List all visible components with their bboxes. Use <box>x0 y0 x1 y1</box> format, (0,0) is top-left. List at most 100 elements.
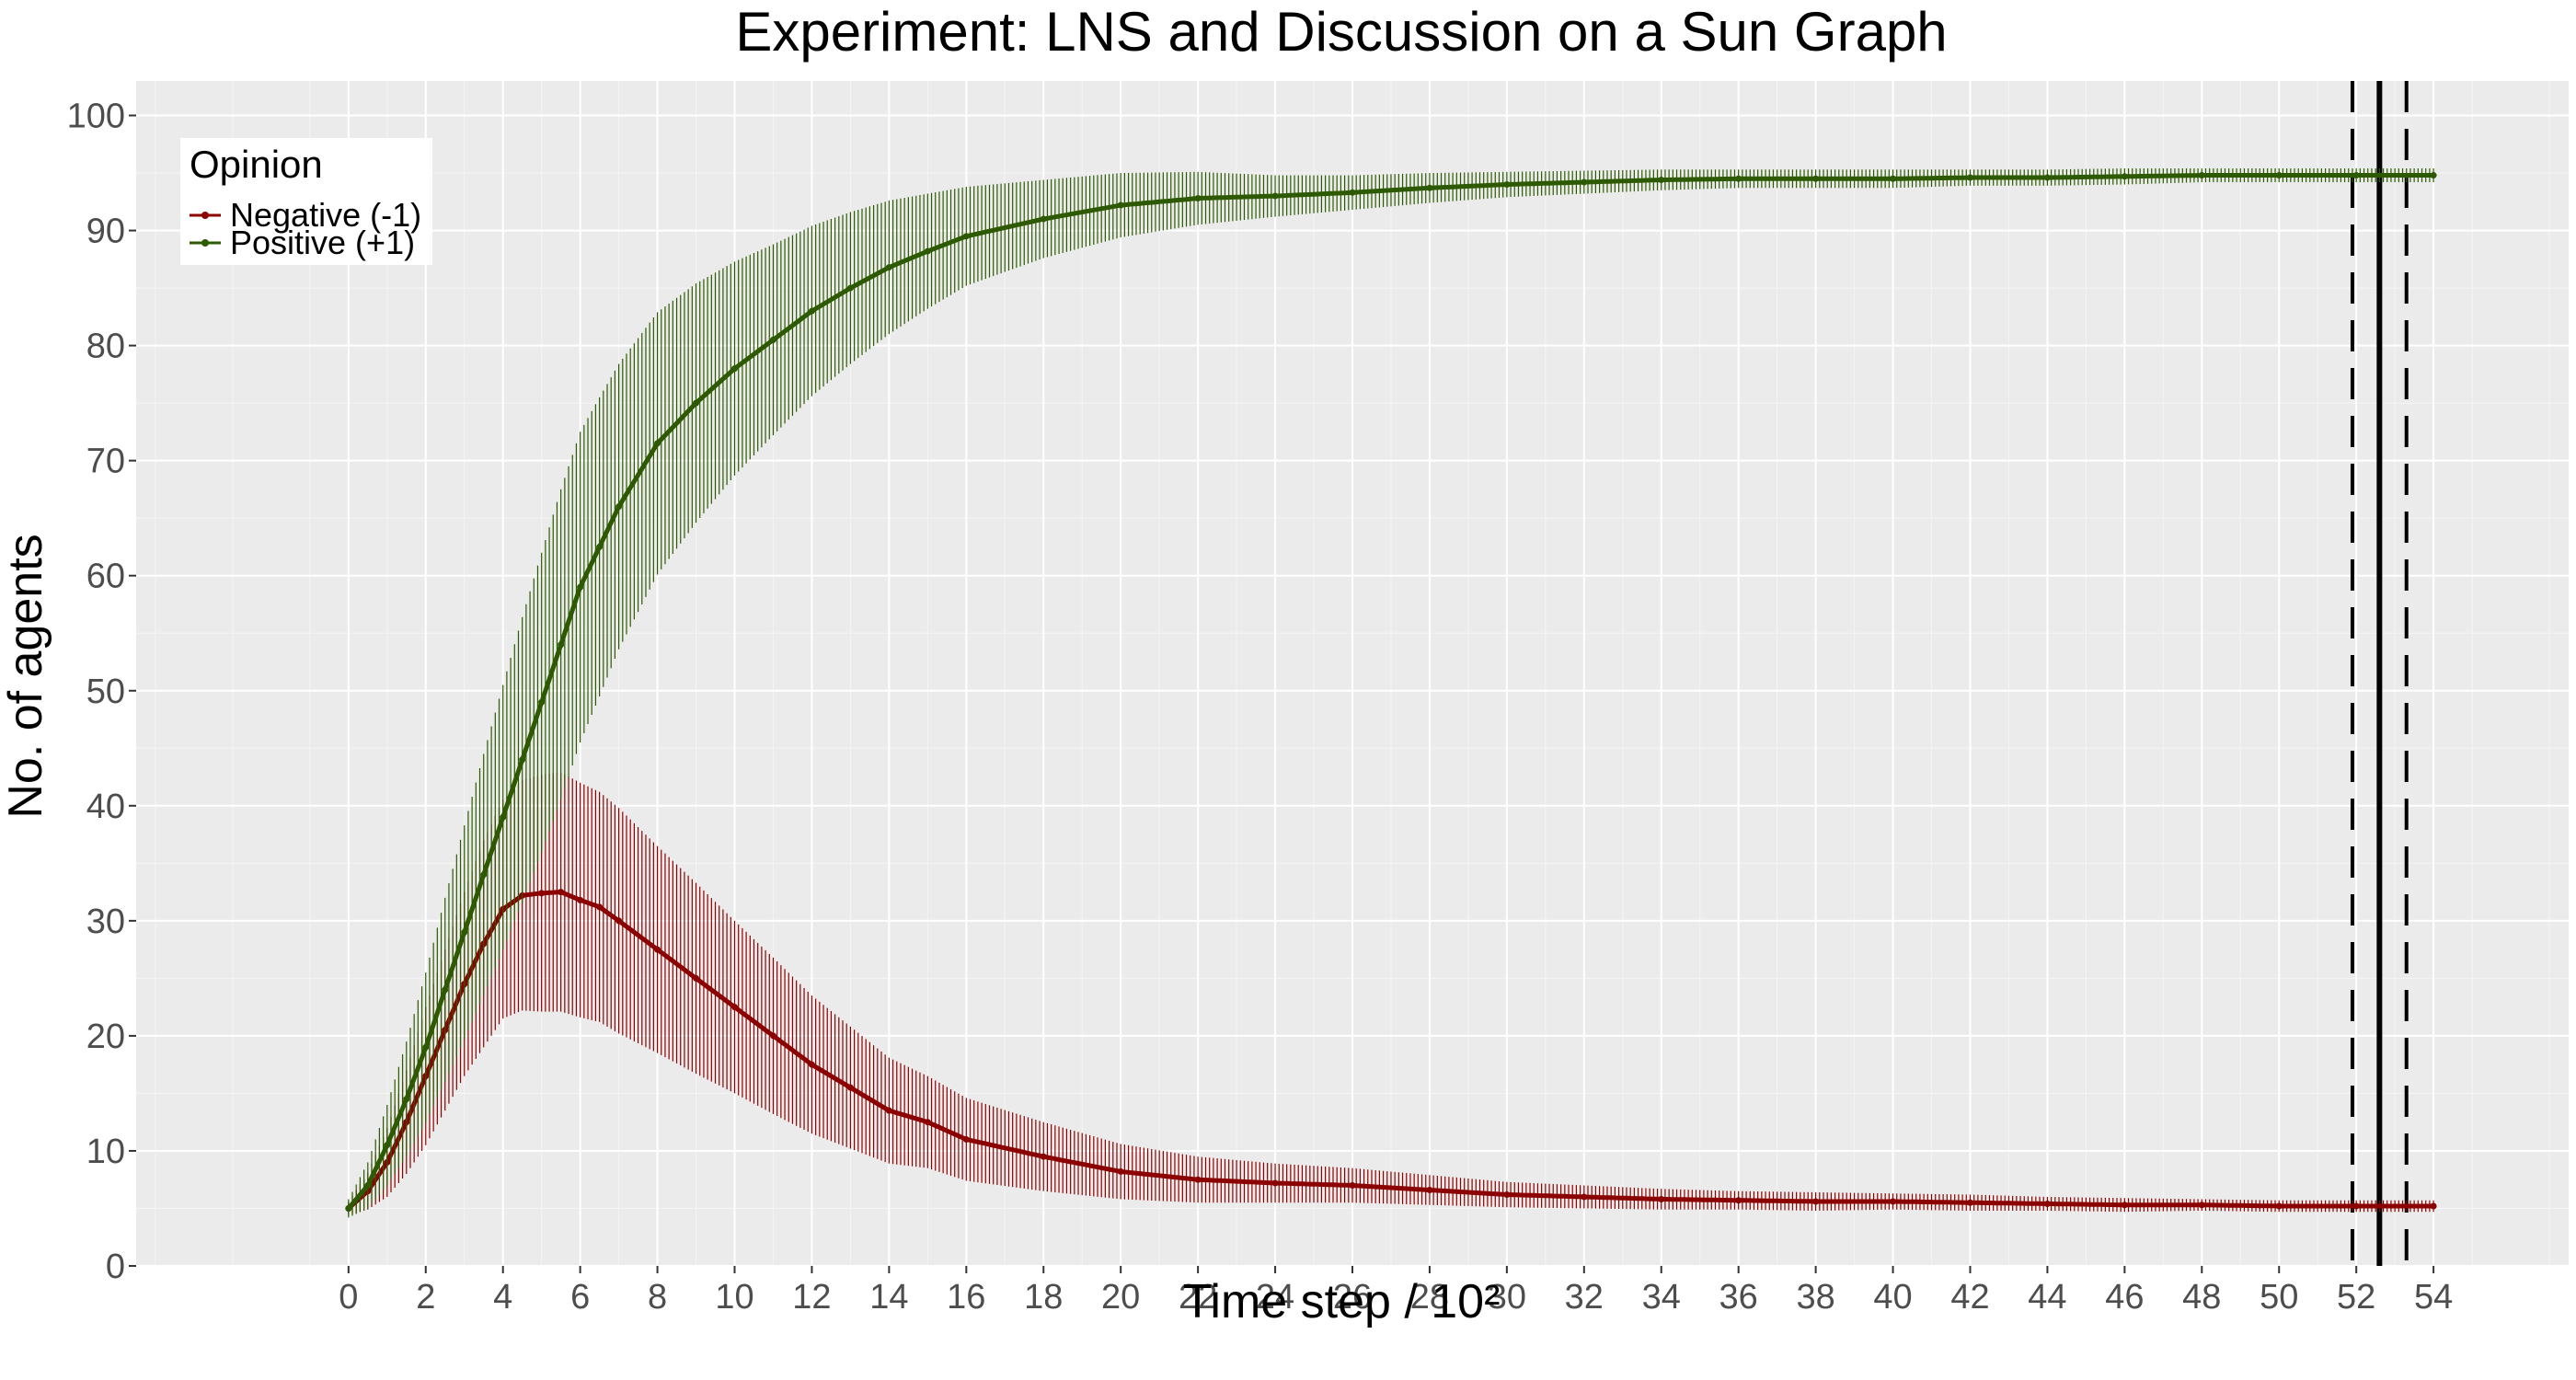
point-negative <box>1194 1176 1202 1183</box>
point-positive <box>461 928 468 936</box>
point-negative <box>1426 1186 1433 1193</box>
point-positive <box>345 1204 352 1212</box>
point-negative <box>731 1004 739 1011</box>
point-negative <box>962 1135 970 1143</box>
y-tick-label: 80 <box>86 328 125 366</box>
point-negative <box>1966 1199 1973 1206</box>
point-positive <box>962 233 970 240</box>
x-tick-label: 28 <box>1410 1278 1449 1317</box>
point-negative <box>615 917 623 925</box>
point-positive <box>2198 172 2205 179</box>
point-negative <box>596 903 604 911</box>
legend: Opinion Negative (-1) Positive (+1) <box>180 138 432 265</box>
point-positive <box>519 756 526 764</box>
y-tick-label: 90 <box>86 213 125 251</box>
x-tick-label: 22 <box>1179 1278 1217 1317</box>
y-tick-label: 100 <box>67 98 125 136</box>
point-positive <box>1581 178 1588 186</box>
point-positive <box>1040 215 1047 223</box>
x-tick-label: 10 <box>715 1278 753 1317</box>
y-tick-label: 20 <box>86 1018 125 1056</box>
point-negative <box>1812 1198 1820 1205</box>
x-tick-label: 42 <box>1950 1278 1989 1317</box>
point-positive <box>1194 195 1202 202</box>
y-tick-label: 60 <box>86 558 125 596</box>
point-positive <box>538 698 546 706</box>
x-tick-label: 54 <box>2414 1278 2453 1317</box>
point-positive <box>1966 174 1973 181</box>
point-positive <box>2043 174 2051 181</box>
x-tick-label: 40 <box>1873 1278 1912 1317</box>
y-tick-label: 40 <box>86 788 125 826</box>
reference-lines <box>2350 81 2409 1266</box>
x-tick-label: 26 <box>1333 1278 1372 1317</box>
x-tick-label: 38 <box>1796 1278 1834 1317</box>
y-axis: 0 10 20 30 40 50 60 70 80 90 100 <box>67 98 136 1286</box>
point-positive <box>1812 175 1820 182</box>
x-axis-title: Time step / 10² <box>1183 1275 1501 1328</box>
point-positive <box>422 1043 430 1051</box>
legend-box <box>180 138 432 265</box>
point-negative <box>924 1119 931 1126</box>
point-negative <box>1271 1179 1279 1187</box>
x-tick-label: 18 <box>1024 1278 1063 1317</box>
point-positive <box>558 641 565 649</box>
legend-label-positive: Positive (+1) <box>230 224 415 261</box>
x-tick-label: 36 <box>1719 1278 1758 1317</box>
point-negative <box>2352 1202 2360 1210</box>
point-negative <box>538 890 546 897</box>
point-positive <box>615 503 623 511</box>
x-tick-label: 2 <box>416 1278 435 1317</box>
point-negative <box>1349 1181 1356 1189</box>
chart-title: Experiment: LNS and Discussion on a Sun … <box>735 1 1947 63</box>
x-tick-label: 14 <box>869 1278 908 1317</box>
series-layer <box>345 168 2437 1218</box>
x-tick-label: 16 <box>947 1278 985 1317</box>
x-tick-label: 46 <box>2105 1278 2144 1317</box>
x-tick-label: 8 <box>648 1278 667 1317</box>
point-positive <box>364 1181 372 1189</box>
x-tick-label: 4 <box>493 1278 512 1317</box>
point-positive <box>1117 201 1124 209</box>
point-negative <box>1117 1167 1124 1175</box>
point-positive <box>654 440 661 447</box>
point-positive <box>1658 177 1665 184</box>
point-negative <box>2043 1200 2051 1207</box>
point-positive <box>384 1142 391 1149</box>
point-negative <box>846 1084 854 1091</box>
point-positive <box>2430 172 2437 179</box>
legend-label-negative: Negative (-1) <box>230 196 421 234</box>
point-negative <box>1581 1193 1588 1201</box>
x-tick-label: 48 <box>2182 1278 2221 1317</box>
point-positive <box>2352 172 2360 179</box>
x-tick-label: 52 <box>2337 1278 2375 1317</box>
legend-title: Opinion <box>190 143 323 186</box>
point-positive <box>1271 192 1279 200</box>
y-tick-label: 50 <box>86 673 125 711</box>
point-positive <box>769 336 776 343</box>
x-tick-label: 12 <box>792 1278 831 1317</box>
x-tick-label: 30 <box>1488 1278 1526 1317</box>
point-negative <box>654 946 661 953</box>
legend-key-negative-point <box>201 212 209 219</box>
point-positive <box>1503 181 1511 189</box>
y-tick-label: 30 <box>86 903 125 941</box>
point-positive <box>403 1096 410 1103</box>
x-axis: 0 2 4 6 8 10 12 14 16 18 20 22 24 26 28 30 32 34 36 38 40 42 4… <box>339 1266 2453 1317</box>
x-tick-label: 32 <box>1565 1278 1604 1317</box>
y-tick-label: 0 <box>106 1248 125 1286</box>
point-positive <box>596 543 604 550</box>
x-tick-label: 34 <box>1642 1278 1681 1317</box>
x-tick-label: 44 <box>2028 1278 2066 1317</box>
point-positive <box>846 284 854 292</box>
point-positive <box>1349 189 1356 196</box>
point-positive <box>885 264 892 271</box>
point-positive <box>808 307 815 315</box>
point-negative <box>769 1032 776 1040</box>
point-positive <box>1735 175 1742 182</box>
point-negative <box>2198 1202 2205 1209</box>
y-tick-label: 70 <box>86 443 125 481</box>
point-positive <box>1426 184 1433 191</box>
point-negative <box>1503 1190 1511 1198</box>
